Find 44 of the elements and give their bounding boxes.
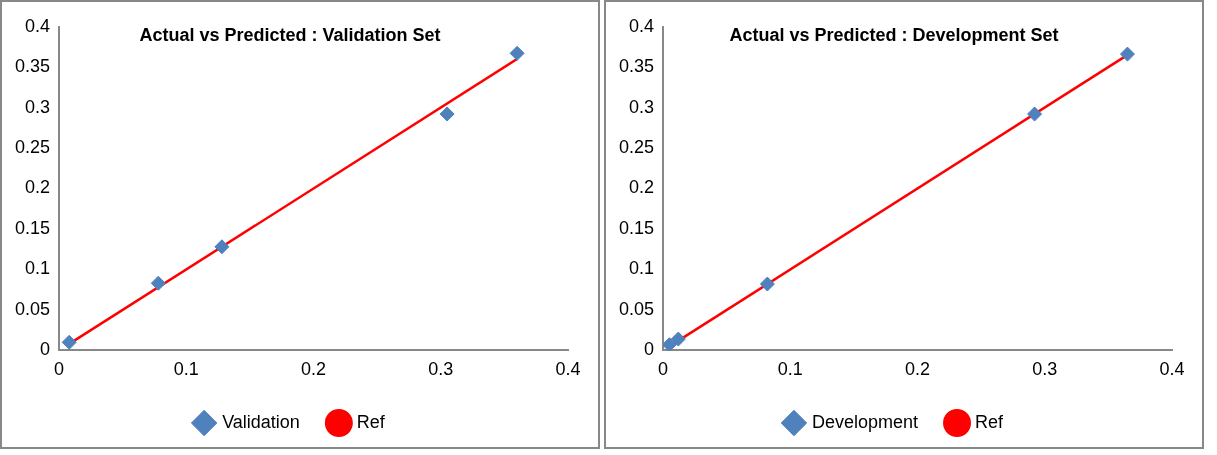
x-tick-label: 0.3: [428, 359, 454, 380]
chart-title: Actual vs Predicted : Validation Set: [139, 24, 441, 45]
y-tick-label: 0.15: [618, 217, 655, 238]
x-tick-label: 0.2: [301, 359, 327, 380]
x-tick-label: 0.3: [1032, 359, 1058, 380]
y-tick-label: 0.05: [618, 298, 655, 319]
y-tick-label: 0.2: [629, 177, 655, 198]
point: [670, 331, 686, 347]
point: [150, 275, 166, 291]
y-tick-label: 0: [644, 339, 655, 360]
legend-label: Development: [811, 411, 919, 432]
x-tick-label: 0: [54, 359, 65, 380]
legend-label: Ref: [975, 411, 1005, 432]
x-tick-label: 0.4: [555, 359, 581, 380]
x-tick-label: 0.1: [173, 359, 199, 380]
point: [1119, 46, 1135, 62]
point: [439, 106, 455, 122]
x-tick-label: 0.4: [1159, 359, 1185, 380]
y-tick-label: 0.35: [618, 56, 655, 77]
y-tick-label: 0.25: [14, 136, 51, 157]
y-tick-label: 0.15: [14, 217, 51, 238]
x-tick-label: 0.2: [905, 359, 931, 380]
point: [61, 334, 77, 350]
y-tick-label: 0.05: [14, 298, 51, 319]
y-tick-label: 0.3: [629, 96, 655, 117]
point: [509, 45, 525, 61]
y-tick-label: 0: [40, 339, 51, 360]
legend-label: Ref: [356, 411, 386, 432]
y-tick-label: 0.4: [629, 15, 655, 36]
y-tick-label: 0.4: [25, 15, 51, 36]
y-tick-label: 0.3: [25, 96, 51, 117]
x-tick-label: 0.1: [777, 359, 803, 380]
point: [1027, 106, 1043, 122]
y-tick-label: 0.1: [629, 258, 655, 279]
y-tick-label: 0.35: [14, 56, 51, 77]
y-tick-label: 0.1: [25, 258, 51, 279]
y-tick-label: 0.25: [618, 136, 655, 157]
legend-label: Validation: [222, 411, 300, 432]
x-tick-label: 0: [658, 359, 669, 380]
chart-title: Actual vs Predicted : Development Set: [729, 24, 1059, 45]
point: [663, 337, 677, 351]
point: [214, 239, 230, 255]
point: [759, 276, 775, 292]
y-tick-label: 0.2: [25, 177, 51, 198]
